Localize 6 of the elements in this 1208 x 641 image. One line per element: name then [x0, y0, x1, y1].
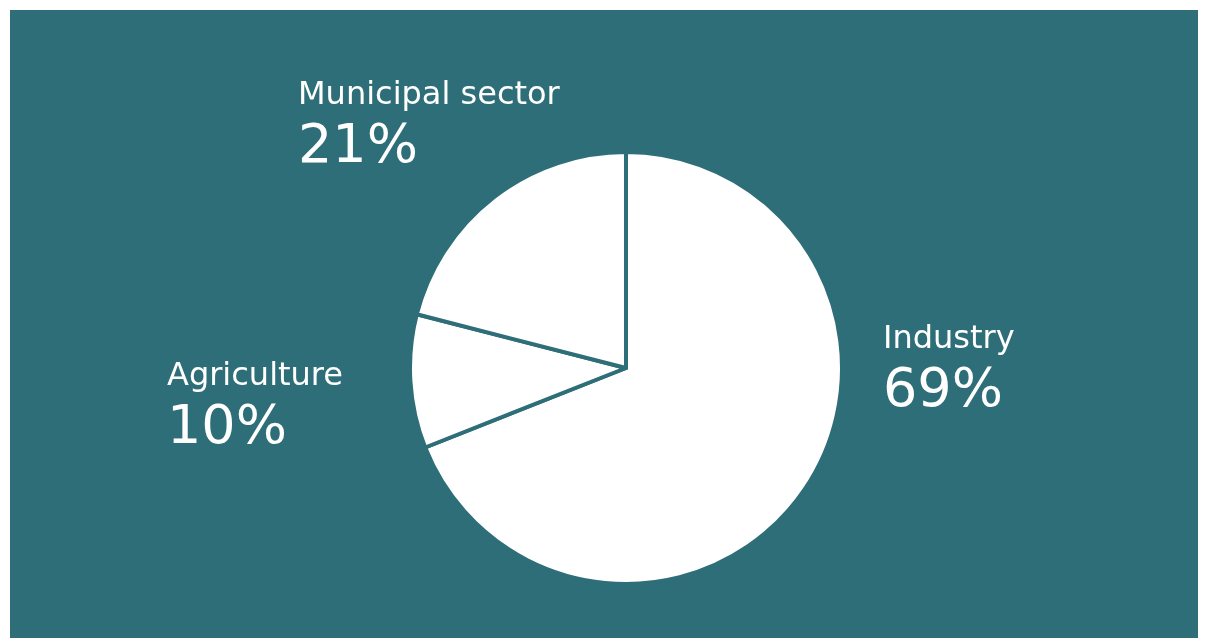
data-label: 69% [883, 356, 1004, 419]
slice-label: Industry [883, 318, 1015, 356]
slice-label: Municipal sector [298, 74, 561, 112]
data-label: 21% [298, 112, 419, 175]
data-label: 10% [167, 393, 288, 456]
slice-label: Agriculture [167, 355, 343, 393]
